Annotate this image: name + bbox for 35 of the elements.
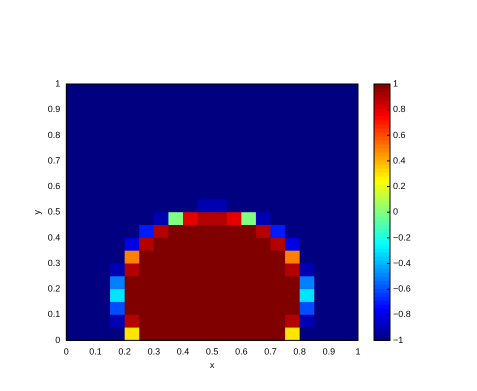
x-axis-title: x xyxy=(210,360,215,370)
color-bar-label: −0.2 xyxy=(393,232,411,242)
y-tick-label: 0.9 xyxy=(48,104,60,114)
y-tick-label: 0.7 xyxy=(48,155,60,166)
y-tick-label: 0.3 xyxy=(48,258,60,268)
y-tick-label: 0.1 xyxy=(48,309,60,320)
y-tick-label: 0.8 xyxy=(48,130,60,140)
y-tick-label: 0.2 xyxy=(48,284,60,294)
color-bar-label: 0.8 xyxy=(393,104,406,114)
color-bar-label: −0.6 xyxy=(393,284,411,294)
color-bar-label: −0.8 xyxy=(393,309,411,320)
x-tick-label: 0.3 xyxy=(148,346,160,356)
y-tick-label: 0 xyxy=(55,334,60,345)
x-tick-label: 0.8 xyxy=(293,346,306,356)
color-bar-label: 0.4 xyxy=(393,155,406,166)
x-tick-label: 1 xyxy=(355,346,361,356)
color-bar-label: 0.6 xyxy=(393,130,406,140)
y-axis-title: y xyxy=(32,209,42,214)
x-tick-label: 0.4 xyxy=(176,346,190,356)
x-tick-label: 0.1 xyxy=(89,346,102,356)
x-tick-label: 0.6 xyxy=(235,346,248,356)
y-tick-label: 0.5 xyxy=(48,206,60,217)
x-tick-label: 0.9 xyxy=(322,346,336,356)
x-tick-label: 0.2 xyxy=(118,346,131,356)
x-tick-label: 0 xyxy=(64,346,69,356)
y-tick-label: 0.4 xyxy=(48,232,60,242)
color-bar-label: −1 xyxy=(393,334,404,345)
x-tick-label: 0.5 xyxy=(206,346,218,356)
color-bar-label: 0 xyxy=(393,206,398,217)
y-tick-label: 0.6 xyxy=(48,181,60,192)
x-tick-label: 0.7 xyxy=(264,346,277,356)
y-tick-label: 1 xyxy=(55,78,60,88)
color-bar-label: 1 xyxy=(393,78,398,88)
color-bar-label: −0.4 xyxy=(393,258,411,268)
color-bar-label: 0.2 xyxy=(393,181,406,192)
